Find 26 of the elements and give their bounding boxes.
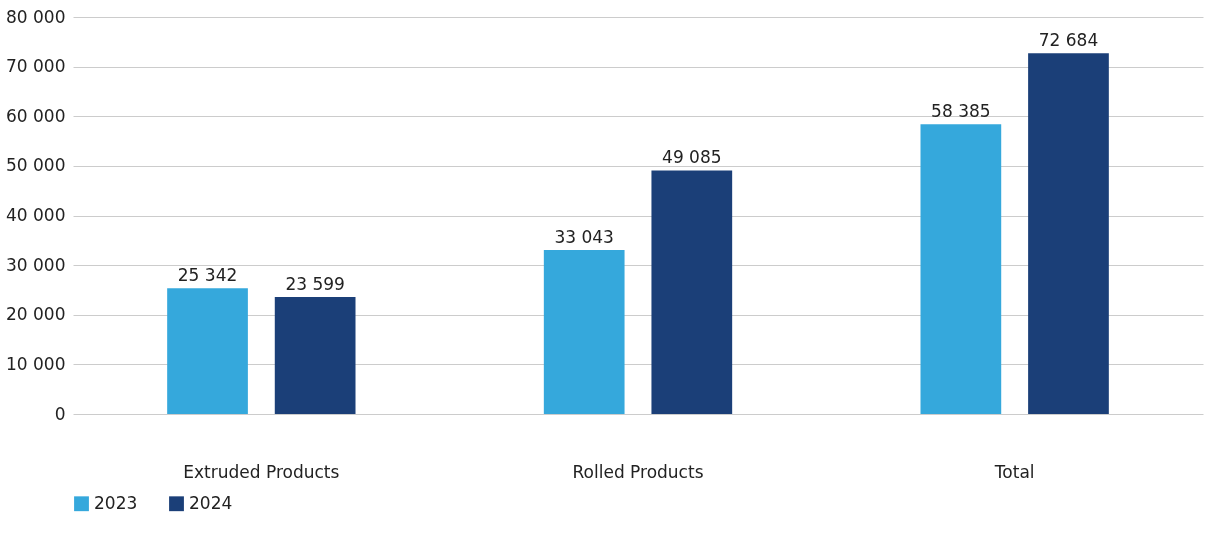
legend-label: 2024 [189, 492, 233, 513]
data-label: 33 043 [554, 227, 614, 248]
bar [1028, 53, 1109, 414]
y-tick-label: 40 000 [6, 205, 66, 225]
data-label: 58 385 [931, 101, 991, 122]
y-tick-label: 60 000 [6, 105, 66, 126]
bar [543, 250, 625, 414]
x-tick-label: Total [993, 461, 1035, 482]
bar [167, 288, 248, 414]
bar [920, 124, 1002, 414]
y-tick-label: 50 000 [6, 155, 66, 176]
y-tick-label: 70 000 [6, 56, 66, 77]
data-label: 23 599 [285, 273, 345, 294]
data-label: 25 342 [177, 265, 238, 286]
bar [274, 296, 356, 414]
y-tick-label: 20 000 [6, 304, 66, 325]
y-tick-label: 80 000 [6, 6, 66, 27]
y-tick-label: 0 [54, 403, 66, 424]
y-tick-label: 10 000 [6, 353, 66, 374]
data-label: 72 684 [1038, 30, 1099, 51]
legend-label: 2023 [94, 492, 138, 513]
x-tick-label: Rolled Products [572, 461, 704, 482]
y-tick-label: 30 000 [6, 254, 66, 275]
bar [651, 170, 733, 414]
data-label: 49 085 [662, 147, 722, 168]
x-tick-label: Extruded Products [183, 461, 340, 482]
